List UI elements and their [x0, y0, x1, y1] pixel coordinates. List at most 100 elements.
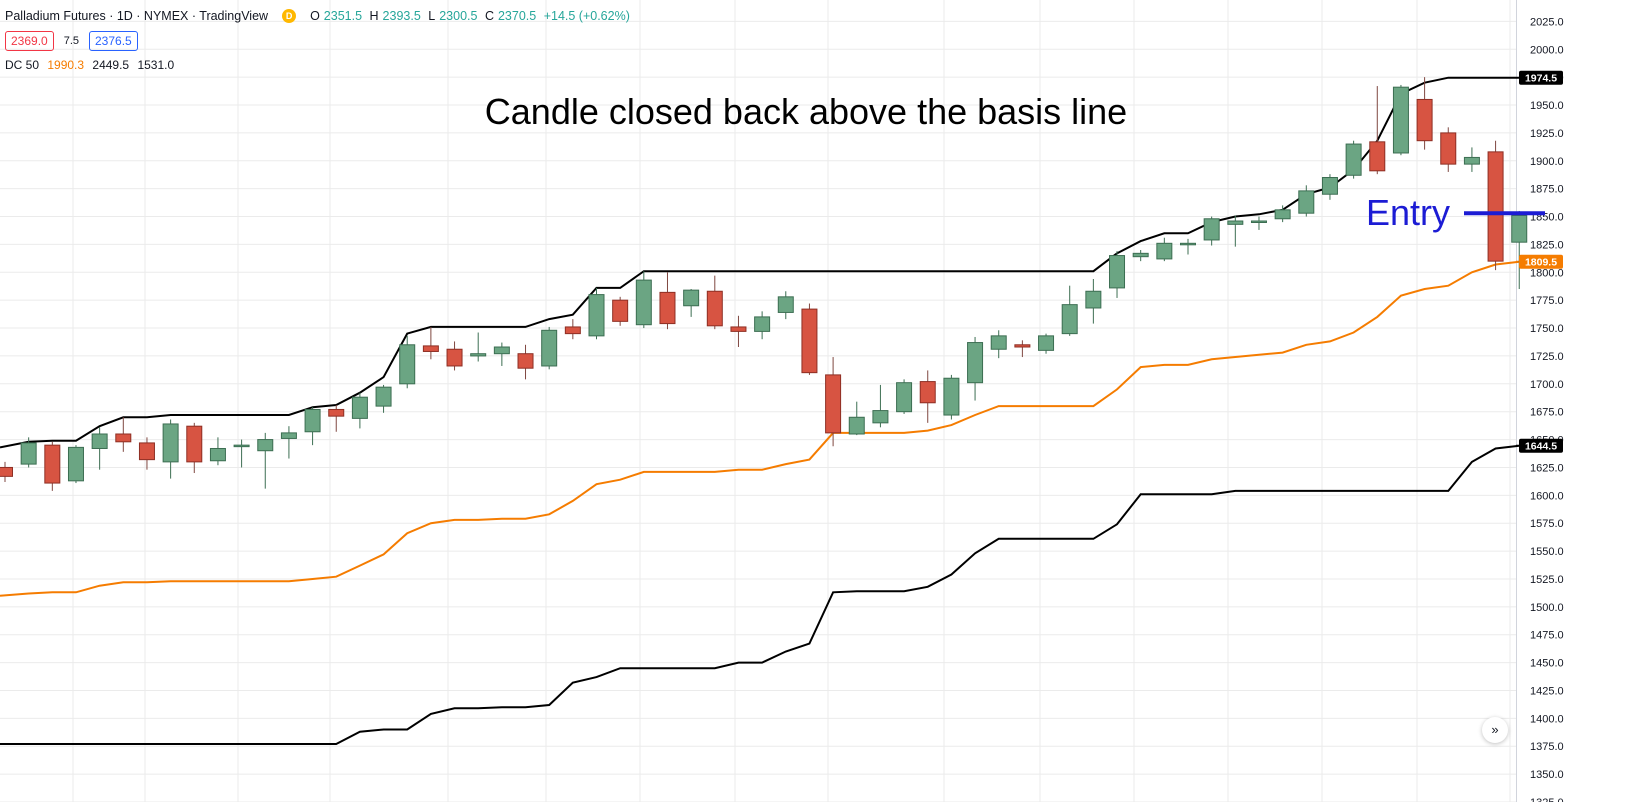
- candle-body-up[interactable]: [635, 279, 652, 326]
- candle-body-up[interactable]: [1203, 218, 1220, 241]
- candle-body-up[interactable]: [1392, 86, 1409, 154]
- candle-body-up[interactable]: [683, 289, 700, 307]
- price-axis-label-text: 1974.5: [1525, 73, 1557, 85]
- candle-body-up[interactable]: [1156, 242, 1173, 260]
- candle-body-down[interactable]: [919, 381, 936, 404]
- candle-body-up[interactable]: [541, 329, 558, 367]
- open-value: 2351.5: [323, 9, 363, 23]
- candle-body-up[interactable]: [1298, 190, 1315, 214]
- candle-body-up[interactable]: [493, 346, 510, 355]
- candle-body-up[interactable]: [1511, 214, 1528, 243]
- chart-legend-header: Palladium Futures · 1D · NYMEX · Trading…: [5, 9, 634, 23]
- candle-body-up[interactable]: [1227, 220, 1244, 225]
- candle-body-down[interactable]: [138, 442, 155, 461]
- y-axis-tick-label: 1875.0: [1530, 184, 1564, 196]
- candle-body-down[interactable]: [446, 348, 463, 367]
- candle-body-up[interactable]: [209, 447, 226, 462]
- candle-body-up[interactable]: [67, 446, 84, 482]
- candle-body-up[interactable]: [848, 416, 865, 435]
- y-axis-tick-label: 1325.0: [1530, 797, 1564, 802]
- candle-body-down[interactable]: [328, 408, 345, 417]
- entry-annotation-text: Entry: [1366, 192, 1450, 233]
- y-axis-tick-label: 1625.0: [1530, 462, 1564, 474]
- candle-body-down[interactable]: [706, 290, 723, 327]
- candle-body-up[interactable]: [280, 432, 297, 439]
- y-axis-tick-label: 1700.0: [1530, 379, 1564, 391]
- candle-body-up[interactable]: [1180, 242, 1196, 246]
- candle-body-up[interactable]: [304, 408, 321, 433]
- bid-ask-row: 2369.0 7.5 2376.5: [5, 31, 138, 51]
- candle-body-up[interactable]: [91, 433, 108, 449]
- candle-body-up[interactable]: [777, 296, 794, 313]
- candle-body-down[interactable]: [801, 308, 818, 374]
- candle-body-up[interactable]: [257, 439, 274, 452]
- candle-body-up[interactable]: [1250, 220, 1267, 223]
- price-axis-label: [1519, 70, 1563, 85]
- candle-body-up[interactable]: [399, 344, 416, 385]
- candle-body-up[interactable]: [1463, 156, 1480, 165]
- spread-value: 7.5: [63, 35, 79, 47]
- candle-body-down[interactable]: [1369, 141, 1386, 172]
- change-value: +14.5 (+0.62%): [543, 9, 630, 23]
- candle-body-up[interactable]: [1109, 255, 1126, 289]
- candle-body-up[interactable]: [872, 410, 889, 424]
- y-axis-tick-label: 1500.0: [1530, 602, 1564, 614]
- candle-body-down[interactable]: [186, 425, 203, 463]
- candle-body-up[interactable]: [754, 316, 771, 332]
- candle-body-down[interactable]: [44, 444, 61, 484]
- candle-body-up[interactable]: [1132, 252, 1149, 258]
- indicator-legend[interactable]: DC 50 1990.3 2449.5 1531.0: [5, 58, 179, 72]
- data-source-badge: D: [282, 9, 297, 23]
- donchian-basis-line: [0, 260, 1543, 597]
- low-value: 2300.5: [439, 9, 478, 23]
- candle-body-down[interactable]: [1440, 132, 1457, 165]
- candle-body-down[interactable]: [659, 291, 676, 325]
- candle-body-up[interactable]: [943, 377, 960, 416]
- candle-body-up[interactable]: [990, 335, 1007, 350]
- candle-body-down[interactable]: [517, 353, 534, 369]
- symbol-title[interactable]: Palladium Futures · 1D · NYMEX · Trading…: [5, 9, 269, 23]
- candle-body-down[interactable]: [612, 299, 629, 322]
- candle-body-down[interactable]: [564, 326, 581, 335]
- candle-body-up[interactable]: [588, 294, 605, 337]
- price-axis-label: [1519, 254, 1563, 269]
- dc-basis-value: 1990.3: [47, 58, 85, 72]
- candle-body-up[interactable]: [20, 442, 37, 465]
- candle-body-up[interactable]: [233, 444, 250, 448]
- candle-body-up[interactable]: [1061, 304, 1078, 335]
- candle-body-down[interactable]: [1014, 344, 1031, 348]
- candle-body-up[interactable]: [1085, 290, 1102, 309]
- candle-body-down[interactable]: [825, 374, 842, 434]
- y-axis-tick-label: 1825.0: [1530, 239, 1564, 251]
- buy-price-button[interactable]: 2376.5: [89, 31, 138, 51]
- candle-body-down[interactable]: [730, 326, 747, 332]
- dc-upper-value: 2449.5: [92, 58, 130, 72]
- sell-price-button[interactable]: 2369.0: [5, 31, 54, 51]
- candle-body-down[interactable]: [1416, 98, 1433, 142]
- y-axis-tick-label: 1775.0: [1530, 295, 1564, 307]
- candle-body-up[interactable]: [1038, 335, 1055, 351]
- candle-body-down[interactable]: [1487, 151, 1504, 262]
- y-axis-tick-label: 1675.0: [1530, 407, 1564, 419]
- y-axis-tick-label: 1800.0: [1530, 267, 1564, 279]
- candle-body-up[interactable]: [1345, 143, 1362, 176]
- double-chevron-right-icon[interactable]: »: [1482, 717, 1508, 743]
- candle-body-up[interactable]: [375, 386, 392, 407]
- y-axis-tick-label: 1600.0: [1530, 490, 1564, 502]
- y-axis-tick-label: 1375.0: [1530, 741, 1564, 753]
- candle-body-up[interactable]: [1321, 177, 1338, 195]
- candle-body-up[interactable]: [470, 353, 487, 357]
- candle-body-down[interactable]: [0, 466, 13, 477]
- ohlc-values: O 2351.5 H 2393.5 L 2300.5 C 2370.5 +14.5 (+…: [310, 9, 630, 23]
- chart-annotation-title: Candle closed back above the basis line: [485, 91, 1127, 132]
- candle-body-up[interactable]: [896, 382, 913, 413]
- candle-body-up[interactable]: [162, 423, 179, 463]
- candle-body-down[interactable]: [422, 345, 439, 352]
- candle-body-up[interactable]: [351, 396, 368, 419]
- candle-body-down[interactable]: [115, 433, 132, 443]
- candle-body-up[interactable]: [967, 342, 984, 384]
- candle-body-up[interactable]: [1274, 209, 1291, 220]
- y-axis-tick-label: 1925.0: [1530, 128, 1564, 140]
